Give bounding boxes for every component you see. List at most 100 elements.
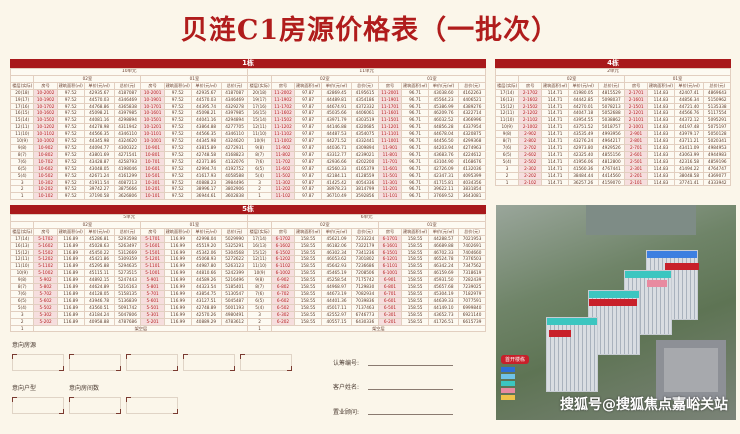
area-cell: 114.71 [541,150,569,159]
total-price-cell: 5158135 [113,289,142,298]
table-row: 3 10-302 97.52 41911.54 4087213 10-301 97.52 40… [9,178,486,187]
room-number: 10-1101 [140,130,165,139]
unit-price-cell: 43971.79 [320,116,353,125]
room-number: 6-502 [270,303,296,312]
floor-cell: 10(9) [9,269,35,278]
total-price-cell: 5216496 [220,276,249,285]
intent-count-field-1[interactable] [69,397,121,414]
floor-cell: 3 [9,310,35,319]
intent-room-field-2[interactable] [69,354,121,371]
total-price-cell: 5095291 [703,116,731,125]
total-price-cell: 5263497 [113,241,142,250]
table-row: 16(15) 10-1602 97.52 45098.21 4397985 10-1601… [9,109,486,118]
room-number: 10-602 [33,164,58,173]
unit-price-cell: 45304.19 [427,289,460,298]
unit-price-cell: 44323.54 [190,283,222,291]
room-number: 6-801 [377,283,403,291]
room-number: 6-602 [270,296,296,305]
room-number: 11-902 [270,143,296,152]
intent-room-field-3[interactable] [126,354,178,371]
intent-count-label: 意向房间数 [69,385,100,392]
total-price-cell: 6615739 [458,317,486,326]
area-cell: 114.83 [647,116,675,125]
floor-cell: 3 [494,164,520,173]
room-number: 10-1201 [140,123,165,132]
total-price-cell: 7182979 [458,289,486,298]
area-cell: 96.71 [401,192,429,201]
floor-cell: 5(4) [494,157,520,166]
room-number: 10-1602 [33,109,58,118]
unit-price-cell: 42998.04 [190,234,222,243]
area-cell: 97.52 [56,137,85,145]
area-header: 建筑面积(㎡) [541,81,569,90]
room-type-name: 01室 [377,220,487,229]
room-number: 2-1102 [518,116,543,125]
area-cell: 114.71 [541,143,569,152]
total-price-cell: 7021953 [458,234,486,243]
floor-cell: 15(14) [247,116,272,125]
floor-cell: 8(7) [9,150,35,159]
intent-type-field[interactable] [12,397,64,414]
intent-count-field-2[interactable] [126,397,178,414]
floor-cell: 10(9) [247,137,272,145]
area-header: 建筑面积(㎡) [401,81,429,90]
room-header: 房号 [33,81,58,90]
floor-cell: 7(6) [494,143,520,152]
area-cell: 97.52 [56,123,85,132]
room-number: 5-802 [33,283,58,291]
intent-room-field-4[interactable] [183,354,235,371]
room-number: 2-501 [624,157,649,166]
area-cell: 114.71 [541,130,569,139]
area-cell: 97.52 [56,116,85,125]
unit-price-cell: 44197.48 [673,123,705,132]
intent-room-field-5[interactable] [240,354,292,371]
unit-price-cell: 41617.93 [190,171,222,180]
total-price-cell: 4274963 [458,143,486,152]
floor-cell: 11(10) [247,262,272,271]
intent-room-field-1[interactable] [12,354,64,371]
room-number: 10-1501 [140,116,165,125]
room-number: 6-1602 [270,241,296,250]
total-price-cell: 5047806 [113,310,142,319]
room-number: 11-1602 [270,109,296,118]
room-number: 6-701 [377,289,403,298]
room-number: 11-1701 [377,102,403,111]
room-number: 11-901 [377,143,403,152]
room-header: 房号 [377,227,403,236]
room-number: 6-302 [270,310,296,319]
subscription-no-field[interactable] [368,365,453,366]
hot-building-badge: 首开楼栋 [501,355,530,364]
customer-name-field[interactable] [368,389,453,390]
table-row: 16(13) 5-1602 116.89 45028.63 5263497 5-1601 1… [9,241,486,250]
total-price-cell: 4087213 [113,178,142,187]
area-cell: 116.89 [56,241,85,250]
table-row: 15(12) 5-1502 116.89 45450.22 5312669 5-1501 1… [9,248,486,257]
area-cell: 97.52 [163,192,192,201]
unit-name: 5单元 [9,214,249,222]
floor-cell: 12(11) [247,255,272,264]
unit-price-cell: 44566.35 [83,130,115,139]
room-type-row: 02室 01室 [494,74,731,83]
area-cell: 114.71 [541,95,569,104]
area-cell: 97.52 [56,102,85,111]
total-price-cell: 4406061 [351,109,379,118]
total-price-cell: 7404660 [458,248,486,257]
room-number: 11-1501 [377,116,403,125]
unit-price-cell: 42994.74 [190,164,222,173]
area-cell: 158.55 [294,317,322,326]
table-row: 6(5) 10-602 97.52 43048.05 4198046 10-601 97.5… [9,164,486,173]
area-cell: 97.87 [294,192,322,201]
consultant-field[interactable] [368,414,453,415]
unit-price-cell: 45564.23 [427,95,460,104]
unit-price-cell: 45098.21 [83,109,115,118]
room-type-row: 02室 01室 02室 01室 [9,74,487,83]
unit-price-cell: 43184.24 [83,310,115,319]
room-number: 2-502 [518,157,543,166]
unit-price-cell: 45017.11 [320,303,353,312]
floor-header: 楼层(实际) [494,81,520,90]
area-cell: 97.87 [294,185,322,194]
floor-cell: 6(5) [9,164,35,173]
floor-cell: 1 [9,192,35,201]
unit-price-cell: 42371.86 [190,157,222,166]
room-number: 10-701 [140,157,165,166]
